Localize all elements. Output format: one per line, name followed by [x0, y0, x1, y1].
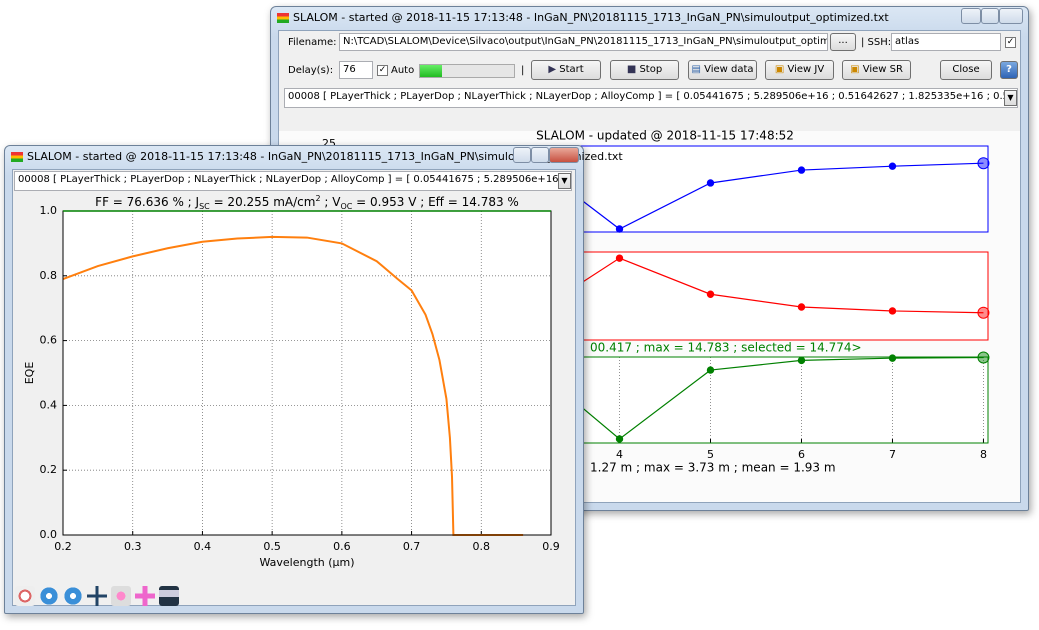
ssh-label: | SSH: [861, 37, 892, 48]
stop-button[interactable]: ■ Stop [610, 60, 679, 80]
data-point [706, 366, 715, 374]
ssh-input[interactable]: atlas [891, 33, 1001, 51]
minimize-button[interactable] [513, 147, 531, 163]
separator: | [521, 65, 525, 76]
data-point [706, 290, 715, 298]
x-axis-label: 1.27 m ; max = 3.73 m ; mean = 1.93 m [590, 461, 836, 475]
data-point [615, 435, 624, 443]
button-label: View JV [787, 64, 825, 75]
back-tool[interactable] [39, 586, 59, 606]
title-part: = 20.255 mA/cm [210, 195, 316, 209]
button-label: View SR [862, 64, 903, 75]
data-point [888, 162, 897, 170]
window-title: SLALOM - started @ 2018-11-15 17:13:48 -… [27, 150, 623, 163]
title-part: SC [199, 202, 210, 211]
x-tick-label: 0.9 [542, 540, 560, 553]
pan-tool[interactable] [87, 586, 107, 606]
help-button[interactable]: ? [1000, 61, 1018, 79]
data-point [888, 307, 897, 315]
delay-label: Delay(s): [288, 65, 334, 76]
x-tick-label: 0.8 [473, 540, 491, 553]
maximize-button[interactable] [531, 147, 549, 163]
x-tick-label: 8 [980, 448, 987, 461]
title-part: OC [340, 202, 352, 211]
close-button[interactable] [999, 8, 1023, 24]
start-button[interactable]: ▶ Start [531, 60, 601, 80]
filename-label: Filename: [288, 37, 337, 48]
data-line [528, 356, 984, 440]
y-tick-label: 1.0 [40, 204, 58, 217]
y-tick-label: 0.6 [40, 334, 58, 347]
plot-area [63, 211, 551, 535]
x-tick-label: 0.4 [194, 540, 212, 553]
data-point [977, 306, 990, 319]
x-tick-label: 0.2 [54, 540, 72, 553]
x-tick-label: 7 [889, 448, 896, 461]
title-part: 2 [315, 194, 320, 203]
data-point [797, 166, 806, 174]
auto-label: Auto [391, 65, 415, 76]
button-label: Start [559, 64, 584, 75]
home-tool[interactable] [15, 586, 35, 606]
chart-title: SLALOM - updated @ 2018-11-15 17:48:52 [536, 129, 794, 143]
minimize-button[interactable] [961, 8, 981, 24]
title-part: FF = 76.636 % ; J [95, 195, 199, 209]
combo-arrow[interactable]: ▼ [558, 173, 571, 189]
title-part: = 0.953 V ; Eff = 14.783 % [352, 195, 518, 209]
y-tick-label: 0.8 [40, 269, 58, 282]
y-axis-label: EQE [23, 362, 36, 385]
x-tick-label: 0.5 [263, 540, 281, 553]
close-app-button[interactable]: Close [940, 60, 992, 80]
combo-arrow[interactable]: ▼ [1004, 90, 1017, 106]
data-point [615, 254, 624, 262]
data-point [977, 157, 990, 170]
view-jv-button[interactable]: ▣ View JV [765, 60, 834, 80]
y-tick-label: 0.2 [40, 463, 58, 476]
ssh-checkbox[interactable]: ✓ [1005, 37, 1016, 48]
button-label: Stop [639, 64, 663, 75]
parameter-combo[interactable]: 00008 [ PLayerThick ; PLayerDop ; NLayer… [14, 171, 572, 191]
x-axis-label: Wavelength (µm) [259, 556, 354, 569]
x-tick-label: 5 [707, 448, 714, 461]
x-tick-label: 0.7 [403, 540, 421, 553]
y-tick-label: 0.0 [40, 528, 58, 541]
app-icon [11, 152, 23, 162]
forward-tool[interactable] [63, 586, 83, 606]
maximize-button[interactable] [981, 8, 999, 24]
data-point [706, 179, 715, 187]
chart-title: FF = 76.636 % ; JSC = 20.255 mA/cm2 ; VO… [95, 194, 519, 211]
zoom-tool[interactable] [111, 586, 131, 606]
auto-checkbox[interactable]: ✓ [377, 65, 388, 76]
subplots-tool[interactable] [135, 586, 155, 606]
chart-title: 00.417 ; max = 14.783 ; selected = 14.77… [590, 341, 862, 355]
app-icon [277, 13, 289, 23]
view-data-button[interactable]: ▤ View data [688, 60, 757, 80]
filename-input[interactable]: N:\TCAD\SLALOM\Device\Silvaco\output\InG… [339, 33, 828, 51]
view-sr-button[interactable]: ▣ View SR [842, 60, 911, 80]
x-tick-label: 4 [616, 448, 623, 461]
delay-input[interactable]: 76 [339, 61, 373, 79]
window-title: SLALOM - started @ 2018-11-15 17:13:48 -… [293, 11, 889, 24]
data-point [797, 303, 806, 311]
title-part: ; V [321, 195, 342, 209]
save-tool[interactable] [159, 586, 179, 606]
x-tick-label: 0.6 [333, 540, 351, 553]
x-tick-label: 6 [798, 448, 805, 461]
progress-bar [419, 64, 515, 78]
browse-button[interactable]: ... [830, 33, 856, 51]
data-line [528, 257, 984, 318]
button-label: View data [704, 64, 754, 75]
data-line [62, 235, 524, 536]
parameter-combo[interactable]: 00008 [ PLayerThick ; PLayerDop ; NLayer… [284, 88, 1018, 108]
close-button[interactable] [549, 147, 579, 163]
data-line [528, 159, 984, 230]
x-tick-label: 0.3 [124, 540, 142, 553]
y-tick-label: 0.4 [40, 398, 58, 411]
